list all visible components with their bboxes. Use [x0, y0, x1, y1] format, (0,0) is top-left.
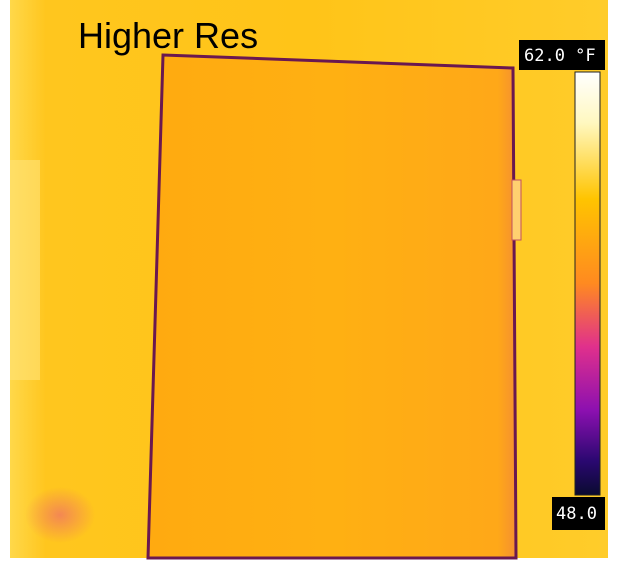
door-hinge	[512, 180, 521, 240]
scale-min: 48.0	[556, 504, 597, 524]
color-scale	[575, 72, 600, 495]
door	[148, 55, 516, 558]
thermal-image: Higher Res 62.0 °F 48.0	[0, 0, 620, 561]
cold-spot	[25, 487, 95, 543]
page: Higher Res 62.0 °F 48.0 (() => { const d…	[0, 0, 620, 561]
wall-highlight	[10, 160, 40, 380]
scale-max: 62.0 °F	[524, 46, 596, 66]
image-label: Higher Res	[78, 15, 258, 56]
